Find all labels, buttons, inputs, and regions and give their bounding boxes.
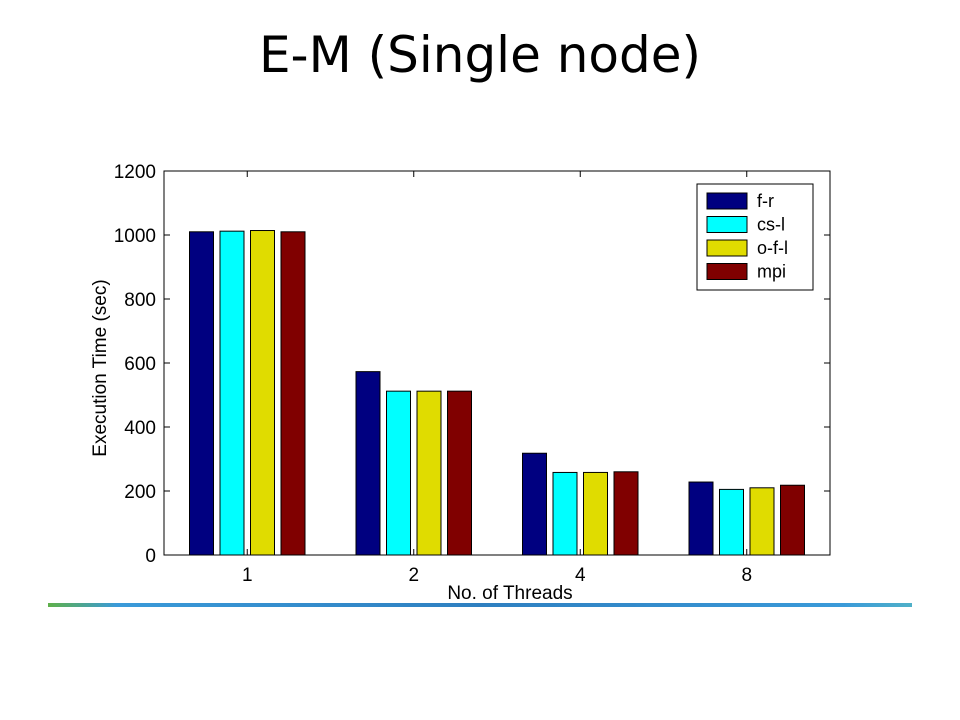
bar-mpi-8 [780, 484, 805, 556]
legend-label-f-r: f-r [757, 191, 774, 211]
bar-mpi-2 [447, 390, 472, 556]
legend-label-o-f-l: o-f-l [757, 238, 788, 258]
x-tick-label: 1 [242, 565, 253, 586]
legend-swatch-o-f-l [706, 239, 748, 257]
legend-swatch-f-r [706, 192, 748, 210]
bar-cs-l-1 [219, 230, 245, 556]
y-tick-label: 600 [124, 354, 156, 375]
bar-cs-l-4 [552, 471, 578, 556]
legend-swatch-cs-l [706, 216, 748, 233]
bar-f-r-8 [688, 481, 714, 556]
y-tick-label: 200 [124, 482, 156, 503]
bar-f-r-2 [355, 371, 381, 556]
bar-mpi-4 [613, 471, 639, 556]
bar-f-r-1 [189, 231, 214, 556]
footer-accent-band [48, 603, 912, 607]
legend-label-mpi: mpi [757, 262, 786, 282]
y-tick-label: 800 [124, 290, 156, 311]
y-tick-label: 400 [124, 418, 156, 439]
bar-o-f-l-4 [583, 471, 608, 556]
legend-label-cs-l: cs-l [757, 215, 785, 235]
slide-title: E-M (Single node) [258, 26, 702, 84]
legend-swatch-mpi [706, 263, 748, 280]
x-tick-label: 8 [741, 565, 752, 586]
x-tick-label: 4 [575, 565, 586, 586]
bar-f-r-4 [522, 452, 547, 556]
y-tick-label: 1200 [114, 162, 156, 183]
bar-o-f-l-8 [749, 487, 775, 556]
bar-mpi-1 [280, 231, 306, 556]
bar-cs-l-2 [386, 390, 411, 556]
y-tick-label: 1000 [114, 226, 156, 247]
y-tick-label: 0 [145, 546, 156, 567]
x-axis-label: No. of Threads [447, 583, 572, 604]
bar-o-f-l-2 [416, 390, 442, 556]
x-tick-label: 2 [408, 565, 419, 586]
y-axis-label: Execution Time (sec) [90, 279, 111, 456]
bar-cs-l-8 [719, 488, 744, 556]
bar-o-f-l-1 [250, 230, 275, 556]
